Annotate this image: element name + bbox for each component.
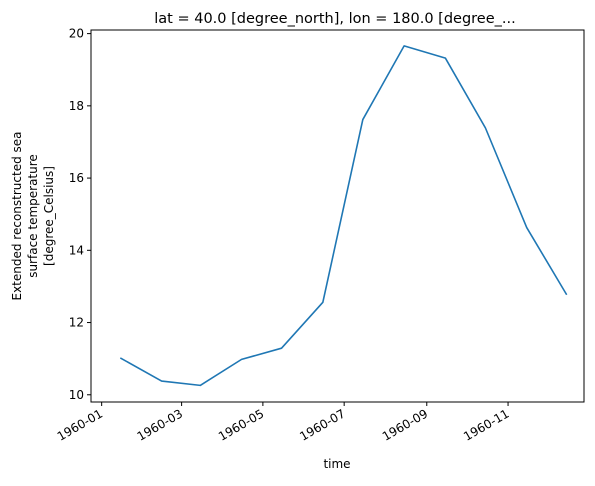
x-tick-label: 1960-09 bbox=[380, 406, 430, 443]
y-axis-label-line-1: Extended reconstructed sea bbox=[10, 131, 24, 300]
y-tick-label: 20 bbox=[69, 27, 84, 41]
y-axis-label: Extended reconstructed sea surface tempe… bbox=[10, 131, 56, 300]
chart-title: lat = 40.0 [degree_north], lon = 180.0 [… bbox=[154, 11, 515, 27]
y-tick-label: 10 bbox=[69, 388, 84, 402]
y-tick-label: 18 bbox=[69, 99, 84, 113]
x-tick-label: 1960-11 bbox=[461, 406, 511, 443]
y-axis-label-line-3: [degree_Celsius] bbox=[42, 166, 56, 266]
x-tick-label: 1960-05 bbox=[216, 406, 266, 443]
y-tick-label: 12 bbox=[69, 316, 84, 330]
series-layer bbox=[120, 46, 567, 386]
x-tick-label: 1960-01 bbox=[55, 406, 105, 443]
x-axis-label: time bbox=[323, 457, 350, 471]
plot-frame bbox=[91, 30, 584, 402]
axis-ticks: 1960-01 1960-03 1960-05 1960-07 1960-09 1960-… bbox=[55, 27, 512, 444]
y-axis-label-line-2: surface temperature bbox=[26, 154, 40, 278]
x-tick-label: 1960-03 bbox=[135, 406, 185, 443]
series-line-0 bbox=[120, 46, 566, 386]
y-tick-label: 16 bbox=[69, 171, 84, 185]
y-tick-label: 14 bbox=[69, 243, 84, 257]
x-tick-label: 1960-07 bbox=[297, 406, 347, 443]
